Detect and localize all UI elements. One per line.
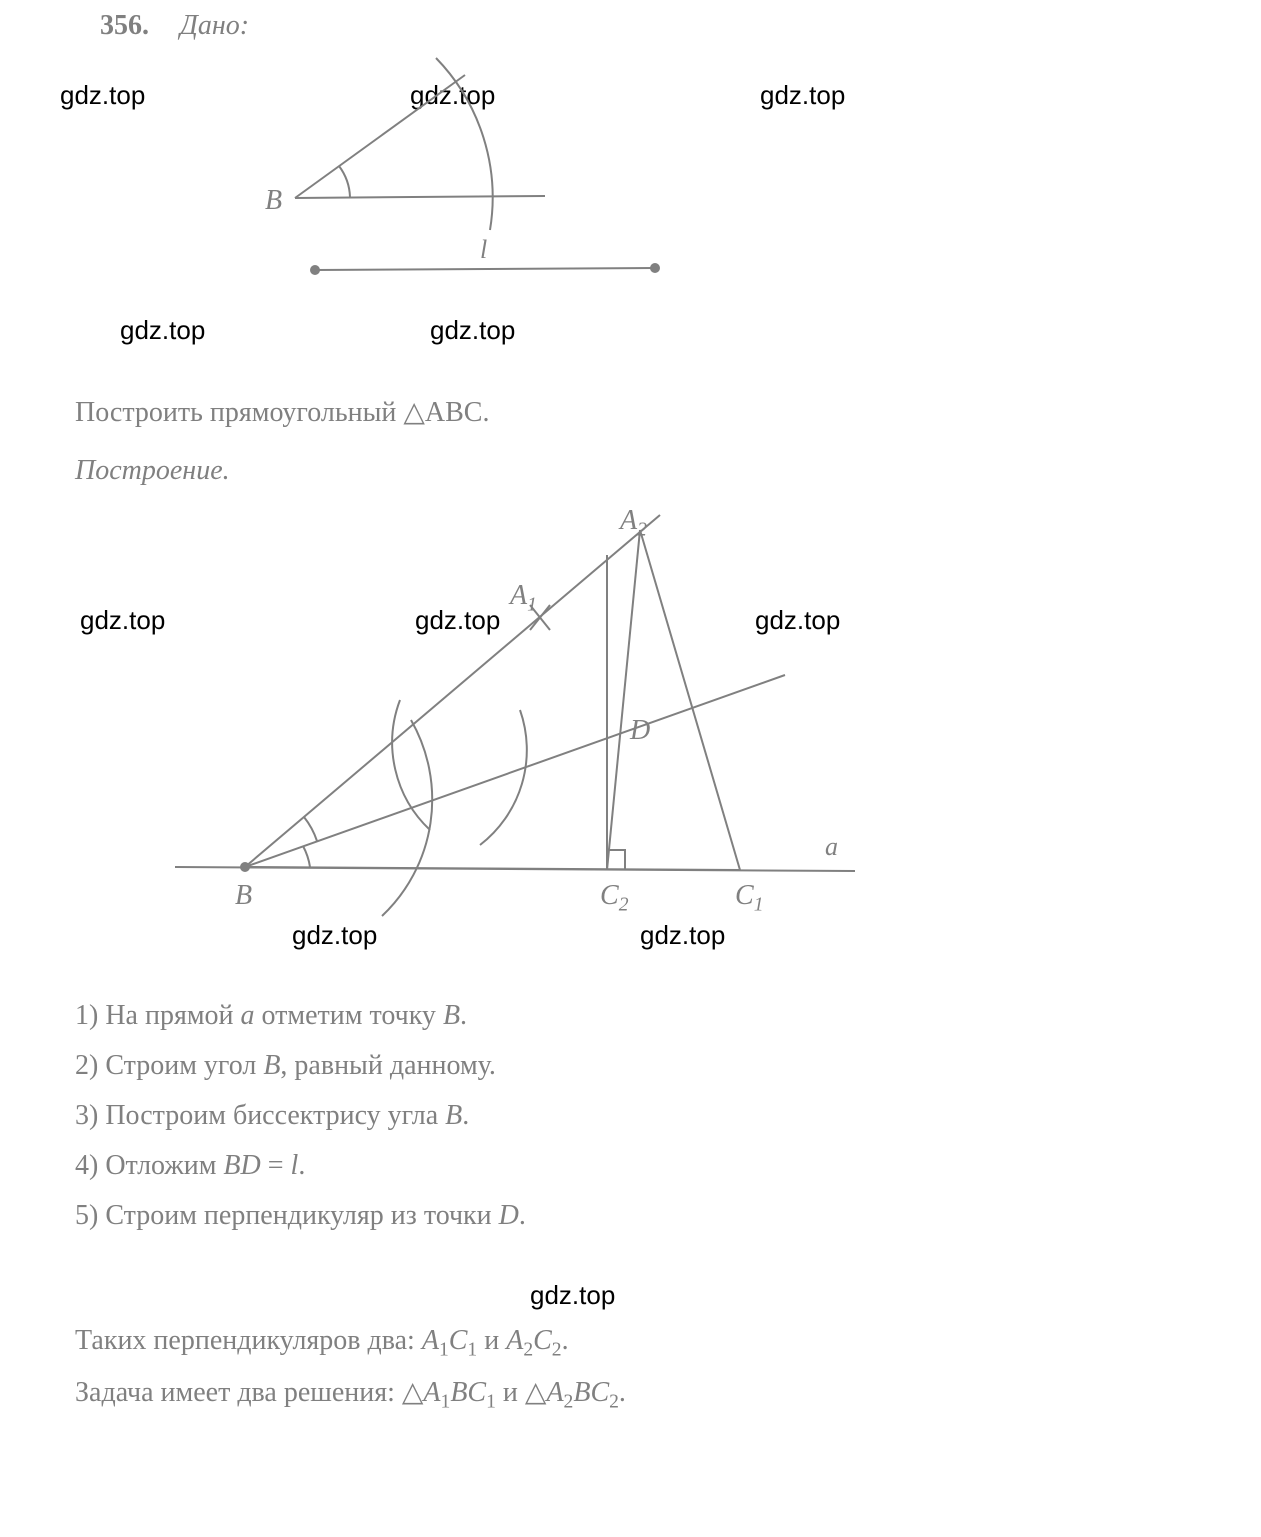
conclusion-2: Задача имеет два решения: △A1BC1 и △A2BC… <box>75 1375 626 1414</box>
step-3: 3) Построим биссектрису угла B. <box>75 1100 469 1132</box>
label-B: B <box>235 880 252 912</box>
label-D: D <box>630 715 650 747</box>
step-4: 4) Отложим BD = l. <box>75 1150 305 1182</box>
step-1: 1) На прямой a отметим точку B. <box>75 1000 467 1032</box>
step-5: 5) Строим перпендикуляр из точки D. <box>75 1200 526 1232</box>
label-a: a <box>825 832 838 862</box>
watermark: gdz.top <box>530 1280 615 1311</box>
diagram-construction <box>0 0 1000 1000</box>
label-C1: C1 <box>735 880 763 917</box>
label-C2: C2 <box>600 880 628 917</box>
page-container: 356. Дано: gdz.top gdz.top gdz.top gdz.t… <box>0 0 1261 1537</box>
label-A1: A1 <box>510 580 537 617</box>
step-2: 2) Строим угол B, равный данному. <box>75 1050 496 1082</box>
conclusion-1: Таких перпендикуляров два: A1C1 и A2C2. <box>75 1325 569 1362</box>
label-A2: A2 <box>620 505 647 542</box>
